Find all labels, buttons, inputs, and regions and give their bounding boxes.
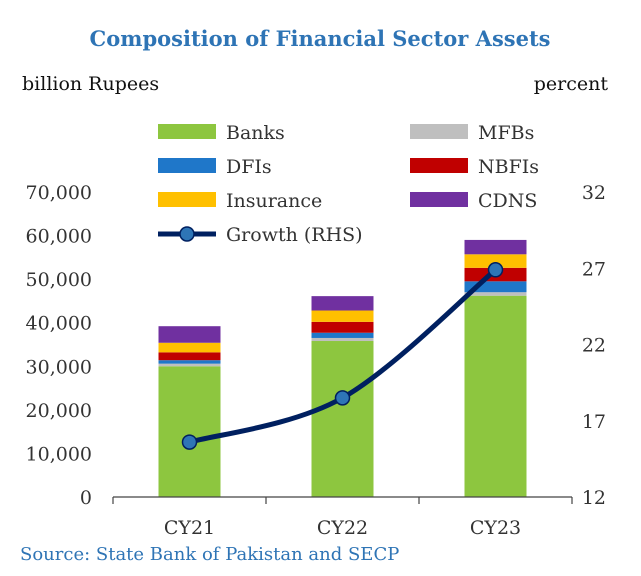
legend-swatch-insurance: [158, 192, 216, 207]
legend-label-cdns: CDNS: [478, 190, 537, 212]
legend-swatch-cdns: [410, 192, 468, 207]
bar-nbfis-cy22: [311, 321, 374, 333]
growth-point-cy23: [487, 262, 504, 278]
left-tick-label: 0: [80, 487, 92, 509]
bar-banks-cy22: [311, 341, 374, 497]
bar-insurance-cy22: [311, 310, 374, 322]
left-tick-label: 60,000: [26, 226, 92, 248]
bars: [158, 239, 527, 497]
legend-label-mfbs: MFBs: [478, 122, 534, 144]
left-tick-label: 30,000: [26, 356, 92, 378]
x-tick-label-cy22: CY22: [317, 517, 368, 539]
legend-label-banks: Banks: [226, 122, 285, 144]
axes: CY21 CY22 CY23 0 10,000 20,000 30,000 40,000 50,…: [26, 182, 606, 539]
source-note: Source: State Bank of Pakistan and SECP: [20, 544, 399, 565]
legend: Banks MFBs DFIs NBFIs Insurance CDNS Growth (R…: [158, 122, 539, 246]
legend-label-dfis: DFIs: [226, 156, 272, 178]
right-tick-label: 27: [582, 258, 606, 280]
bar-mfbs-cy22: [311, 337, 374, 342]
bar-cdns-cy23: [464, 239, 527, 255]
left-tick-label: 40,000: [26, 313, 92, 335]
bar-nbfis-cy21: [158, 352, 221, 361]
left-tick-label: 50,000: [26, 269, 92, 291]
right-axis-unit: percent: [534, 73, 609, 95]
legend-label-insurance: Insurance: [226, 190, 322, 212]
growth-line-layer: [181, 262, 504, 450]
bar-banks-cy21: [158, 366, 221, 497]
growth-point-cy22: [334, 390, 351, 406]
chart-title: Composition of Financial Sector Assets: [90, 26, 551, 51]
legend-swatch-banks: [158, 124, 216, 139]
bar-insurance-cy23: [464, 254, 527, 268]
growth-point-cy21: [181, 434, 198, 450]
left-tick-label: 20,000: [26, 400, 92, 422]
bar-mfbs-cy21: [158, 363, 221, 367]
right-tick-label: 17: [582, 411, 606, 433]
left-tick-label: 10,000: [26, 443, 92, 465]
legend-swatch-growth-marker: [179, 226, 195, 242]
bar-cdns-cy22: [311, 296, 374, 311]
bar-cdns-cy21: [158, 326, 221, 343]
legend-swatch-nbfis: [410, 158, 468, 173]
bar-dfis-cy22: [311, 332, 374, 338]
left-axis-unit: billion Rupees: [22, 73, 159, 95]
left-tick-label: 70,000: [26, 182, 92, 204]
bar-insurance-cy21: [158, 342, 221, 353]
legend-label-nbfis: NBFIs: [478, 156, 539, 178]
right-tick-label: 22: [582, 335, 606, 357]
bar-banks-cy23: [464, 295, 527, 497]
legend-label-growth-rhs: Growth (RHS): [226, 224, 363, 246]
legend-swatch-dfis: [158, 158, 216, 173]
right-tick-label: 12: [582, 487, 606, 509]
legend-swatch-mfbs: [410, 124, 468, 139]
bar-dfis-cy21: [158, 360, 221, 364]
bar-dfis-cy23: [464, 281, 527, 293]
x-tick-label-cy21: CY21: [164, 517, 215, 539]
bar-mfbs-cy23: [464, 292, 527, 296]
right-tick-label: 32: [582, 182, 606, 204]
x-tick-label-cy23: CY23: [470, 517, 521, 539]
